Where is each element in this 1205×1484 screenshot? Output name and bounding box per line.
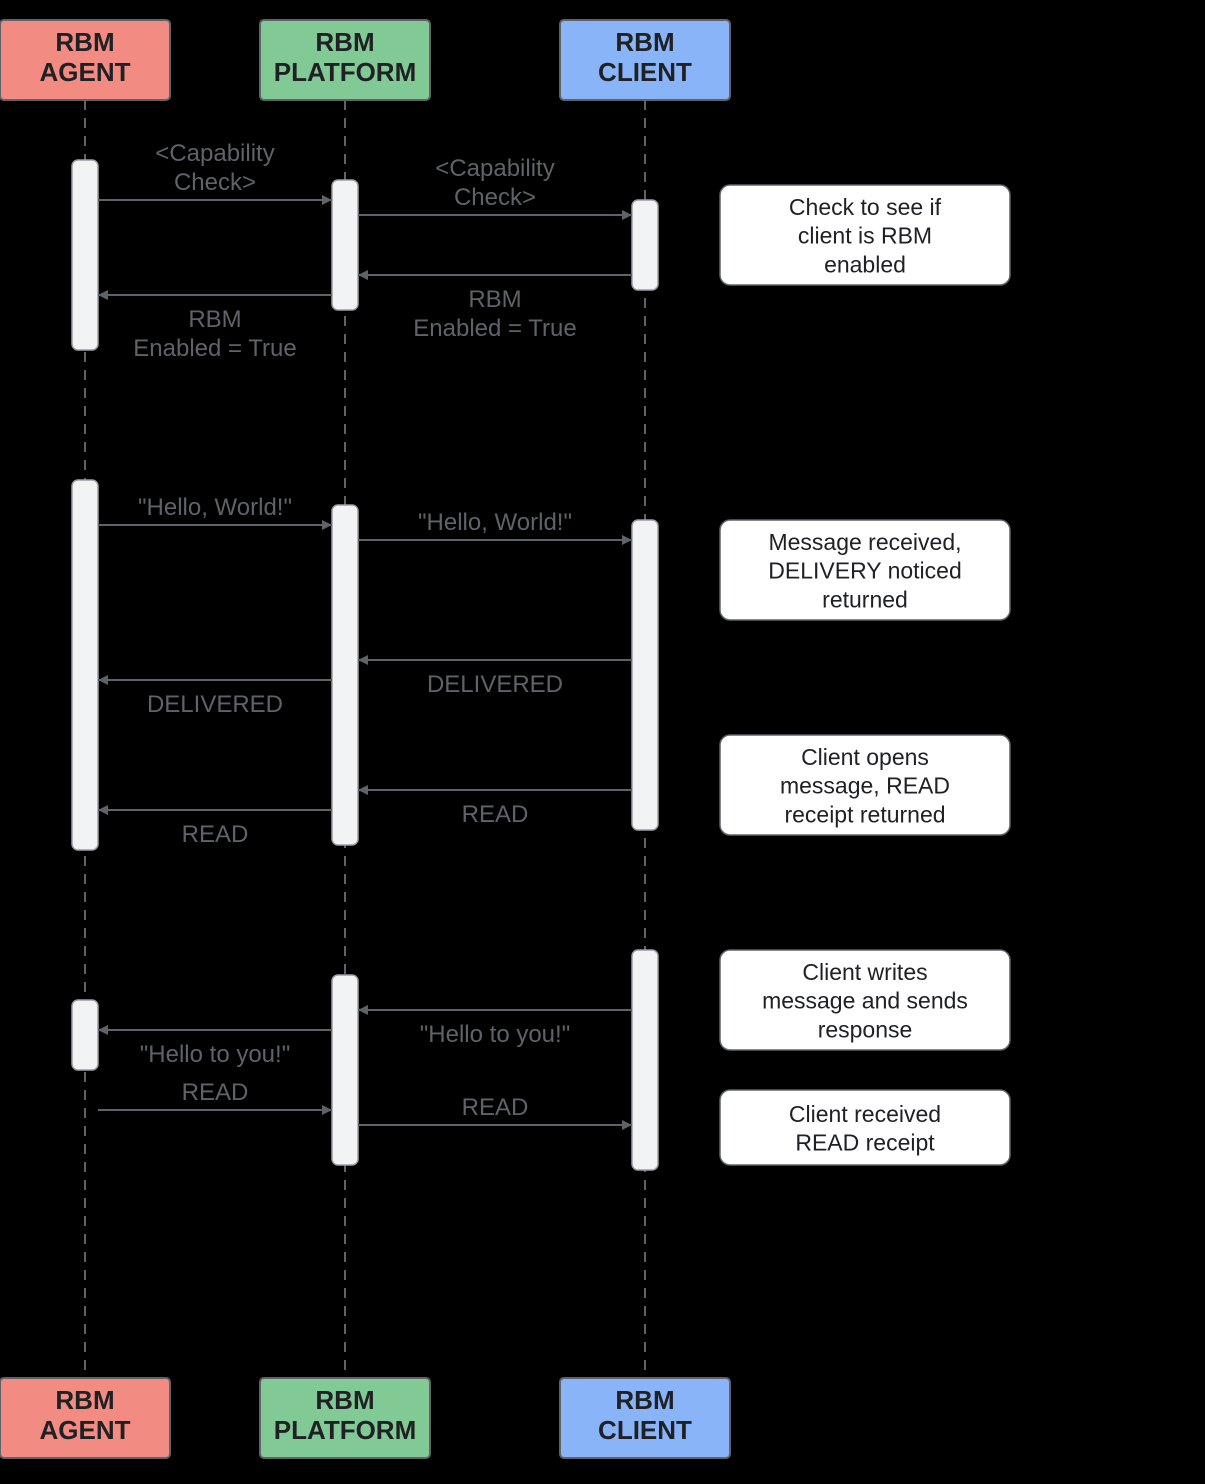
message-label-3-0: RBM bbox=[188, 306, 241, 333]
message-label-1-0: <Capability bbox=[435, 155, 554, 182]
lane-label-platform-0: RBM bbox=[315, 27, 374, 57]
lane-label-agent-0: RBM bbox=[55, 27, 114, 57]
note-text-4-1: READ receipt bbox=[795, 1130, 935, 1156]
note-text-4-0: Client received bbox=[789, 1101, 941, 1127]
activation-platform-7 bbox=[332, 975, 358, 1165]
lane-label-client-1: CLIENT bbox=[598, 1415, 692, 1445]
lane-label-platform-1: PLATFORM bbox=[274, 1415, 417, 1445]
activation-client-5 bbox=[632, 520, 658, 830]
lane-label-platform-0: RBM bbox=[315, 1385, 374, 1415]
message-label-0-1: Check> bbox=[174, 169, 256, 196]
message-label-4-0: "Hello, World!" bbox=[138, 494, 292, 521]
lane-label-agent-0: RBM bbox=[55, 1385, 114, 1415]
note-text-1-1: DELIVERY noticed bbox=[768, 558, 962, 584]
message-label-2-1: Enabled = True bbox=[413, 315, 576, 342]
note-text-1-0: Message received, bbox=[768, 529, 961, 555]
lane-label-client-0: RBM bbox=[615, 1385, 674, 1415]
activation-agent-0 bbox=[72, 160, 98, 350]
message-label-12-0: READ bbox=[182, 1079, 249, 1106]
note-text-3-1: message and sends bbox=[762, 988, 968, 1014]
message-label-11-0: "Hello to you!" bbox=[140, 1041, 290, 1068]
message-label-0-0: <Capability bbox=[155, 140, 274, 167]
message-label-6-0: DELIVERED bbox=[427, 671, 563, 698]
message-label-3-1: Enabled = True bbox=[133, 335, 296, 362]
activation-platform-4 bbox=[332, 505, 358, 845]
note-text-0-2: enabled bbox=[824, 251, 906, 277]
lane-label-client-0: RBM bbox=[615, 27, 674, 57]
note-text-1-2: returned bbox=[822, 586, 908, 612]
note-text-0-1: client is RBM bbox=[798, 223, 932, 249]
message-label-2-0: RBM bbox=[468, 286, 521, 313]
activation-agent-3 bbox=[72, 480, 98, 850]
note-text-0-0: Check to see if bbox=[789, 194, 942, 220]
lane-label-platform-1: PLATFORM bbox=[274, 57, 417, 87]
message-label-7-0: DELIVERED bbox=[147, 691, 283, 718]
activation-client-2 bbox=[632, 200, 658, 290]
activation-agent-6 bbox=[72, 1000, 98, 1070]
message-label-1-1: Check> bbox=[454, 184, 536, 211]
lane-label-agent-1: AGENT bbox=[40, 1415, 131, 1445]
message-label-5-0: "Hello, World!" bbox=[418, 509, 572, 536]
message-label-8-0: READ bbox=[462, 801, 529, 828]
note-text-2-0: Client opens bbox=[801, 744, 929, 770]
note-text-2-2: receipt returned bbox=[784, 801, 945, 827]
note-text-2-1: message, READ bbox=[780, 773, 950, 799]
message-label-9-0: READ bbox=[182, 821, 249, 848]
note-text-3-2: response bbox=[818, 1016, 913, 1042]
lane-label-client-1: CLIENT bbox=[598, 57, 692, 87]
lane-label-agent-1: AGENT bbox=[40, 57, 131, 87]
activation-platform-1 bbox=[332, 180, 358, 310]
activation-client-8 bbox=[632, 950, 658, 1170]
sequence-diagram: <CapabilityCheck><CapabilityCheck>RBMEna… bbox=[0, 0, 1205, 1484]
message-label-13-0: READ bbox=[462, 1094, 529, 1121]
message-label-10-0: "Hello to you!" bbox=[420, 1021, 570, 1048]
note-text-3-0: Client writes bbox=[802, 959, 927, 985]
